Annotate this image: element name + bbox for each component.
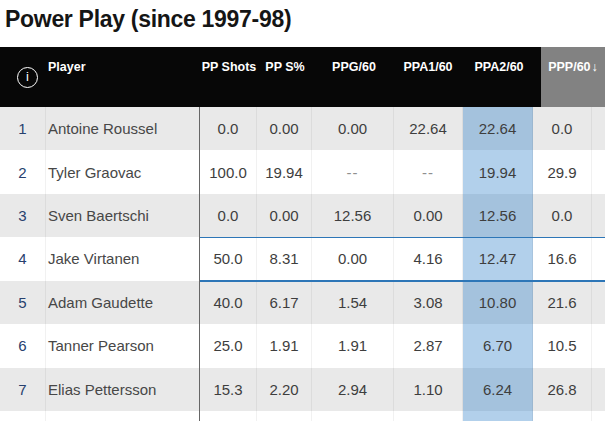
rank-cell: 2 (0, 150, 46, 193)
stat-cell-ppa1_60: 3.08 (394, 281, 463, 324)
rank-cell: 1 (0, 107, 46, 150)
stat-cell-pp_shots: 40.0 (200, 281, 257, 324)
table-header: i Player PP Shots PP S% PPG/60 PPA1/60 P… (0, 47, 605, 107)
column-header-pp-s-pct[interactable]: PP S% (258, 60, 312, 75)
stat-cell-pp_shots: 15.3 (200, 368, 257, 411)
spacer-cell (592, 281, 605, 324)
stat-cell-ppa2_60: 6.70 (463, 324, 533, 367)
stat-cell-pp_shots: 50.0 (200, 237, 257, 280)
spacer-cell (592, 150, 605, 193)
stat-cell-ppa1_60: 1.10 (394, 368, 463, 411)
player-name-cell[interactable]: Jake Virtanen (46, 237, 200, 280)
stat-cell-ppa2_60: 12.56 (463, 194, 533, 237)
rank-cell: 7 (0, 368, 46, 411)
column-header-player[interactable]: Player (48, 60, 86, 75)
spacer-cell (0, 411, 46, 421)
table-row: 6Tanner Pearson25.01.911.912.876.7010.5 (0, 324, 605, 367)
stat-cell-ppa2_60 (463, 411, 533, 421)
stat-cell-ppp_60: 26.8 (533, 368, 592, 411)
stat-cell-ppa2_60: 12.47 (463, 237, 533, 280)
stat-cell-ppg_60: -- (312, 150, 394, 193)
stat-cell-pp_shots: 100.0 (200, 150, 257, 193)
stat-cell-ppa2_60: 10.80 (463, 281, 533, 324)
stat-cell-pp_shots: 0.0 (200, 107, 257, 150)
spacer-cell (592, 194, 605, 237)
table-row: 7Elias Pettersson15.32.202.941.106.2426.… (0, 368, 605, 411)
player-name-cell[interactable]: Tanner Pearson (46, 324, 200, 367)
table-row: 1Antoine Roussel0.00.000.0022.6422.640.0 (0, 107, 605, 150)
stat-cell-ppp_60: 29.9 (533, 150, 592, 193)
stat-cell-ppa1_60: 22.64 (394, 107, 463, 150)
stat-cell-ppa1_60: 2.87 (394, 324, 463, 367)
stat-cell-ppa1_60: -- (394, 150, 463, 193)
stat-cell-ppa2_60: 19.94 (463, 150, 533, 193)
stat-cell-ppp_60: 0.0 (533, 194, 592, 237)
stat-cell-pp_s_pct: 2.20 (257, 368, 312, 411)
stat-cell-pp_shots: 25.0 (200, 324, 257, 367)
column-header-ppg-60[interactable]: PPG/60 (315, 60, 393, 75)
power-play-stats-table: i Player PP Shots PP S% PPG/60 PPA1/60 P… (0, 47, 605, 421)
stat-cell-ppg_60: 1.54 (312, 281, 394, 324)
table-row: 4Jake Virtanen50.08.310.004.1612.4716.6 (0, 237, 605, 280)
stat-cell-pp_s_pct: 0.00 (257, 107, 312, 150)
stat-cell-pp_s_pct: 19.94 (257, 150, 312, 193)
spacer-cell (257, 411, 312, 421)
column-header-pp-shots[interactable]: PP Shots (201, 60, 257, 75)
sort-desc-icon: ↓ (592, 60, 598, 75)
player-name-cell[interactable]: Tyler Graovac (46, 150, 200, 193)
info-icon[interactable]: i (17, 67, 38, 88)
column-header-ppp-60[interactable]: PPP/60↓ (541, 47, 605, 107)
stat-cell-pp_s_pct: 0.00 (257, 194, 312, 237)
spacer-cell (592, 107, 605, 150)
stat-cell-ppg_60: 1.91 (312, 324, 394, 367)
spacer-cell (46, 411, 200, 421)
player-name-cell[interactable]: Elias Pettersson (46, 368, 200, 411)
stat-cell-ppp_60: 21.6 (533, 281, 592, 324)
stat-cell-ppg_60: 0.00 (312, 237, 394, 280)
player-name-cell[interactable]: Sven Baertschi (46, 194, 200, 237)
table-row-partial (0, 411, 605, 421)
stat-cell-ppa2_60: 22.64 (463, 107, 533, 150)
stat-cell-pp_s_pct: 8.31 (257, 237, 312, 280)
player-name-cell[interactable]: Adam Gaudette (46, 281, 200, 324)
spacer-cell (200, 411, 257, 421)
rank-cell: 5 (0, 281, 46, 324)
table-body: 1Antoine Roussel0.00.000.0022.6422.640.0… (0, 107, 605, 421)
column-header-ppp-60-label: PPP/60 (548, 60, 590, 75)
stat-cell-ppa2_60: 6.24 (463, 368, 533, 411)
stat-cell-ppa1_60: 4.16 (394, 237, 463, 280)
power-play-stats-page: Power Play (since 1997-98) i Player PP S… (0, 0, 605, 421)
stat-cell-ppp_60: 0.0 (533, 107, 592, 150)
stat-cell-ppa1_60: 0.00 (394, 194, 463, 237)
rank-cell: 4 (0, 237, 46, 280)
table-row: 5Adam Gaudette40.06.171.543.0810.8021.6 (0, 281, 605, 324)
stat-cell-pp_s_pct: 1.91 (257, 324, 312, 367)
stat-cell-ppp_60: 10.5 (533, 324, 592, 367)
page-title: Power Play (since 1997-98) (0, 0, 605, 33)
spacer-cell (592, 368, 605, 411)
stat-cell-ppp_60: 16.6 (533, 237, 592, 280)
rank-cell: 6 (0, 324, 46, 367)
stat-cell-pp_s_pct: 6.17 (257, 281, 312, 324)
stat-cell-ppg_60: 2.94 (312, 368, 394, 411)
table-row: 2Tyler Graovac100.019.94----19.9429.9 (0, 150, 605, 193)
spacer-cell (592, 237, 605, 280)
stat-cell-ppg_60: 0.00 (312, 107, 394, 150)
rank-cell: 3 (0, 194, 46, 237)
column-header-ppa1-60[interactable]: PPA1/60 (392, 60, 464, 75)
stat-cell-pp_shots: 0.0 (200, 194, 257, 237)
stat-cell-ppg_60: 12.56 (312, 194, 394, 237)
spacer-cell (533, 411, 592, 421)
spacer-cell (592, 411, 605, 421)
player-name-cell[interactable]: Antoine Roussel (46, 107, 200, 150)
table-row: 3Sven Baertschi0.00.0012.560.0012.560.0 (0, 194, 605, 237)
spacer-cell (592, 324, 605, 367)
column-header-ppa2-60[interactable]: PPA2/60 (464, 60, 534, 75)
spacer-cell (394, 411, 463, 421)
spacer-cell (312, 411, 394, 421)
